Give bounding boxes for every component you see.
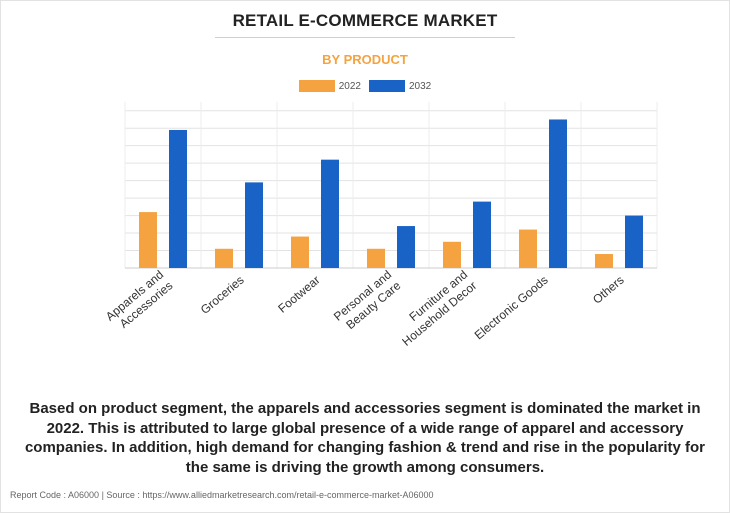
bar-2032-2	[321, 159, 339, 268]
bar-2022-3	[367, 248, 385, 268]
x-tick-label-3: Personal andBeauty Care	[331, 267, 404, 334]
x-tick-label-6: Others	[590, 273, 627, 307]
x-tick-label-4: Furniture andHousehold Decor	[390, 267, 479, 348]
description-text: Based on product segment, the apparels a…	[24, 400, 706, 476]
legend-label-2022: 2022	[338, 80, 361, 92]
legend-item-2032: 2032	[369, 80, 431, 92]
bar-chart: Apparels andAccessories Groceries Footwear…	[103, 102, 658, 349]
bar-2022-1	[215, 248, 233, 268]
x-tick-label-5: Electronic Goods	[472, 273, 551, 342]
bar-2032-6	[625, 215, 643, 268]
bar-2022-5	[519, 229, 537, 268]
chart-subtitle: BY PRODUCT	[322, 52, 408, 67]
legend-swatch-2022	[298, 80, 335, 92]
bar-2032-4	[473, 201, 491, 268]
x-tick-label-2: Footwear	[275, 273, 322, 316]
bar-2032-1	[245, 182, 263, 268]
title-divider	[215, 37, 515, 38]
bar-2022-0	[139, 212, 157, 268]
bar-2032-5	[549, 119, 567, 268]
x-tick-label-1: Groceries	[198, 273, 247, 317]
bar-2022-4	[443, 241, 461, 268]
bar-2022-6	[595, 254, 613, 268]
chart-legend: 2022 2032	[0, 80, 730, 92]
legend-label-2032: 2032	[409, 80, 432, 92]
legend-item-2022: 2022	[298, 80, 361, 92]
x-tick-label-0: Apparels andAccessories	[103, 267, 175, 334]
bar-2032-0	[169, 129, 187, 268]
chart-title: RETAIL E-COMMERCE MARKET	[232, 11, 498, 30]
bar-2032-3	[397, 226, 415, 268]
legend-swatch-2032	[369, 80, 405, 92]
bar-2022-2	[291, 236, 309, 268]
source-footer: Report Code : A06000 | Source : https://…	[10, 490, 434, 500]
